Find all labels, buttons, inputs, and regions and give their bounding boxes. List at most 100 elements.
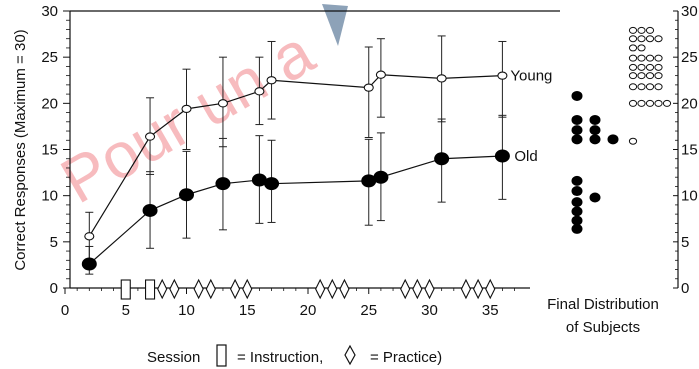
young-final-subject-marker: [628, 63, 638, 71]
watermark-arrow-icon: [322, 4, 348, 46]
x-tick-label: 10: [178, 302, 195, 319]
young-final-subject-marker: [637, 26, 646, 34]
footer-session-text: Session: [147, 349, 200, 366]
y-tick-label-left: 25: [41, 49, 58, 66]
young-final-subject-marker: [645, 72, 655, 80]
young-series-line: [88, 74, 503, 237]
watermark-layer: Pour un a: [49, 4, 348, 217]
distribution-label-line2: of Subjects: [566, 319, 640, 336]
old-data-point: [179, 188, 194, 202]
young-final-subject-marker: [637, 72, 646, 80]
instruction-session-marker: [120, 279, 131, 300]
old-series-label: Old: [514, 148, 537, 165]
young-final-subject-marker: [645, 54, 655, 62]
y-tick-label-left: 30: [41, 3, 58, 20]
young-data-point: [375, 70, 386, 79]
young-final-subject-marker: [628, 35, 638, 43]
practice-symbol-icon: [344, 344, 356, 366]
practice-session-marker: [242, 278, 253, 300]
young-final-subject-marker: [637, 44, 646, 52]
x-tick-label: 20: [300, 302, 317, 319]
practice-session-marker: [339, 278, 350, 300]
practice-session-marker: [315, 278, 326, 300]
practice-session-marker: [485, 278, 496, 300]
young-final-subject-marker: [628, 54, 638, 62]
y-tick-label-left: 5: [50, 234, 58, 251]
practice-session-marker: [205, 278, 216, 300]
old-final-subject-marker: [571, 134, 583, 145]
practice-session-marker: [460, 278, 472, 300]
old-data-point: [215, 177, 231, 191]
y-tick-label-right: 0: [681, 280, 689, 297]
x-tick-label: 35: [482, 302, 499, 319]
y-axis-label: Correct Responses (Maximum = 30): [12, 29, 29, 270]
y-tick-label-left: 15: [41, 142, 58, 159]
young-final-subject-marker: [628, 44, 638, 52]
practice-session-marker: [424, 278, 435, 300]
practice-session-marker: [229, 278, 241, 300]
x-tick-label: 30: [421, 302, 438, 319]
y-tick-label-right: 30: [681, 3, 698, 20]
distribution-layer: [571, 26, 672, 234]
old-final-subject-marker: [571, 114, 583, 125]
practice-session-marker: [157, 278, 168, 300]
young-final-subject-marker: [637, 54, 646, 62]
young-data-point: [266, 76, 277, 85]
distribution-label-line1: Final Distribution: [547, 296, 659, 313]
old-final-subject-marker: [589, 125, 601, 136]
footer-practice-text: = Practice): [370, 349, 442, 366]
young-data-point: [497, 71, 508, 80]
watermark-text: Pour un a: [49, 16, 326, 217]
young-final-subject-marker: [637, 63, 646, 71]
young-final-subject-marker: [645, 99, 655, 107]
old-data-point: [264, 177, 280, 191]
young-final-subject-marker: [628, 99, 638, 107]
young-data-point: [145, 132, 156, 141]
old-final-subject-marker: [571, 206, 583, 217]
young-final-subject-marker: [637, 99, 646, 107]
old-final-subject-marker: [589, 192, 601, 203]
young-final-subject-marker: [628, 83, 638, 91]
practice-session-marker: [412, 278, 423, 300]
practice-session-marker: [327, 278, 338, 300]
y-tick-label-right: 15: [681, 142, 698, 159]
young-final-subject-marker: [662, 99, 672, 107]
young-data-point: [254, 87, 265, 96]
young-final-subject-marker: [654, 99, 663, 107]
young-final-subject-marker: [654, 83, 663, 91]
instruction-symbol-icon: [216, 344, 227, 367]
young-data-point: [436, 74, 447, 83]
practice-session-marker: [169, 278, 180, 300]
y-tick-label-left: 10: [41, 188, 58, 205]
young-final-subject-marker: [637, 35, 646, 43]
old-data-point: [434, 152, 450, 166]
young-series-label: Young: [510, 68, 552, 85]
practice-session-marker: [193, 278, 204, 300]
y-tick-label-left: 20: [41, 95, 58, 112]
old-data-point: [373, 170, 389, 184]
y-tick-label-right: 20: [681, 95, 698, 112]
young-data-point: [181, 104, 192, 114]
x-tick-label: 5: [122, 302, 130, 319]
old-data-point: [494, 149, 510, 163]
old-final-subject-marker: [571, 90, 583, 101]
old-final-subject-marker: [571, 223, 583, 234]
x-tick-label: 15: [239, 302, 256, 319]
young-final-subject-marker: [654, 54, 663, 62]
young-final-subject-marker: [637, 83, 646, 91]
old-final-subject-marker: [589, 114, 601, 125]
young-final-subject-marker: [654, 72, 663, 80]
old-data-point: [81, 257, 97, 271]
instruction-session-marker: [145, 279, 156, 300]
young-final-subject-marker: [645, 83, 655, 91]
practice-session-marker: [400, 278, 411, 300]
young-final-subject-marker: [654, 63, 663, 71]
young-data-point: [84, 232, 95, 241]
old-final-subject-marker: [571, 175, 583, 186]
footer-instruction-text: = Instruction,: [237, 349, 323, 366]
young-final-subject-marker: [645, 35, 655, 43]
old-final-subject-marker: [571, 125, 583, 136]
young-final-subject-marker: [645, 26, 655, 34]
young-final-subject-marker: [628, 26, 638, 34]
